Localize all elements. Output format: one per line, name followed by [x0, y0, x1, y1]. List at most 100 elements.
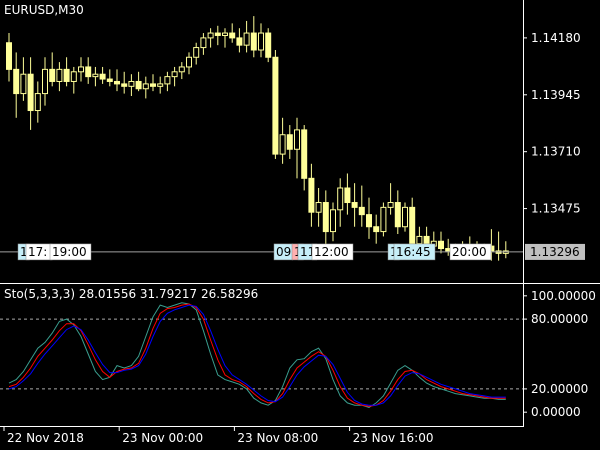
candle-body — [85, 66, 92, 78]
candle-body — [193, 47, 200, 58]
candle — [193, 42, 200, 65]
symbol-title: EURUSD,M30 — [4, 3, 84, 17]
candle — [373, 214, 380, 244]
candle-body — [34, 93, 41, 112]
candle-body — [6, 42, 12, 70]
candle-body — [330, 209, 336, 233]
candle-body — [106, 78, 113, 82]
candle — [272, 50, 279, 159]
candle — [236, 28, 243, 53]
candle — [150, 74, 156, 92]
candle-body — [236, 37, 243, 46]
stochastic-line — [8, 303, 506, 407]
candle-body — [373, 226, 380, 233]
candle — [13, 52, 20, 118]
candle — [279, 117, 286, 164]
event-tag-text: 19:00 — [52, 245, 87, 259]
stochastic-levels — [0, 318, 523, 390]
candle — [222, 28, 228, 48]
candle-body — [63, 68, 70, 82]
candle-body — [402, 206, 408, 228]
candle-body — [351, 202, 358, 208]
event-tag-text: 17: — [28, 245, 47, 259]
last-price-tag-bg — [525, 243, 585, 260]
y-tick-label: 20.00000 — [531, 382, 588, 396]
candle-body — [344, 187, 351, 204]
candle-body — [438, 240, 444, 250]
event-tag-bg — [449, 243, 492, 261]
candle — [20, 57, 27, 101]
indicator-title: Sto(5,3,3,3) 28.01556 31.79217 26.58296 — [4, 287, 258, 301]
y-tick-label: 80.00000 — [531, 312, 588, 326]
event-tag-text: 09 — [276, 245, 291, 259]
x-axis: 22 Nov 2018 23 Nov 00:00 23 Nov 08:00 23 No… — [3, 427, 434, 445]
candle-body — [229, 32, 236, 39]
candle — [495, 231, 502, 261]
candle — [164, 71, 171, 92]
candle-body — [308, 177, 315, 213]
candle-body — [157, 83, 164, 87]
candle — [207, 28, 214, 48]
candle-body — [387, 202, 394, 208]
candle — [49, 52, 56, 87]
candle-body — [243, 32, 250, 46]
candle-body — [27, 73, 34, 112]
last-price-tag: 1.13296 — [525, 243, 585, 260]
candle — [92, 66, 99, 87]
event-tag-text: 1 — [20, 245, 28, 259]
stochastic-y-axis: 100.00000 80.00000 20.00000 0.00000 — [523, 289, 596, 419]
candle — [301, 125, 308, 191]
candle-body — [409, 206, 416, 245]
candle-body — [92, 73, 99, 78]
main-y-axis: 1.14180 1.13945 1.13710 1.13475 — [523, 31, 581, 216]
event-tag-text: 12:00 — [314, 245, 349, 259]
candle — [294, 117, 300, 179]
candle — [409, 197, 416, 251]
candle-body — [200, 37, 207, 49]
candle-body — [272, 56, 279, 155]
candle — [42, 57, 48, 106]
candle — [337, 178, 344, 227]
candle — [308, 163, 315, 227]
stochastic-line — [8, 302, 506, 409]
candle-body — [337, 187, 344, 211]
candle — [34, 81, 41, 123]
event-tag-text: 11 — [300, 245, 315, 259]
candle-body — [265, 32, 272, 58]
candle — [502, 241, 509, 259]
candle — [63, 57, 70, 87]
candle-body — [222, 32, 228, 36]
candle-body — [13, 68, 20, 95]
candle-body — [322, 202, 329, 233]
event-tag: 19:00 — [49, 243, 92, 261]
event-tag-bg — [393, 243, 436, 261]
candle — [114, 69, 120, 92]
candle — [6, 33, 12, 82]
candles — [6, 16, 509, 261]
y-tick-label: 100.00000 — [531, 289, 596, 303]
candle — [70, 66, 77, 94]
event-tag-bg — [311, 243, 354, 261]
y-tick-label: 0.00000 — [531, 405, 581, 419]
candle — [265, 28, 272, 63]
last-price-text: 1.13296 — [530, 245, 580, 259]
candle-body — [42, 68, 48, 95]
candle-body — [416, 235, 423, 245]
event-tag-text: 20:00 — [452, 245, 487, 259]
stochastic-line — [8, 304, 506, 406]
candle-body — [207, 32, 214, 39]
candle-body — [128, 80, 135, 87]
candle-body — [178, 66, 185, 73]
candle-body — [78, 66, 84, 73]
candle-body — [258, 32, 264, 51]
x-tick-label: 23 Nov 00:00 — [122, 431, 203, 445]
candle — [78, 57, 84, 82]
candle-body — [99, 73, 106, 80]
candle — [286, 125, 293, 159]
candle-body — [171, 71, 178, 78]
candle — [258, 23, 264, 58]
candle — [243, 20, 250, 53]
candle-body — [315, 202, 322, 213]
